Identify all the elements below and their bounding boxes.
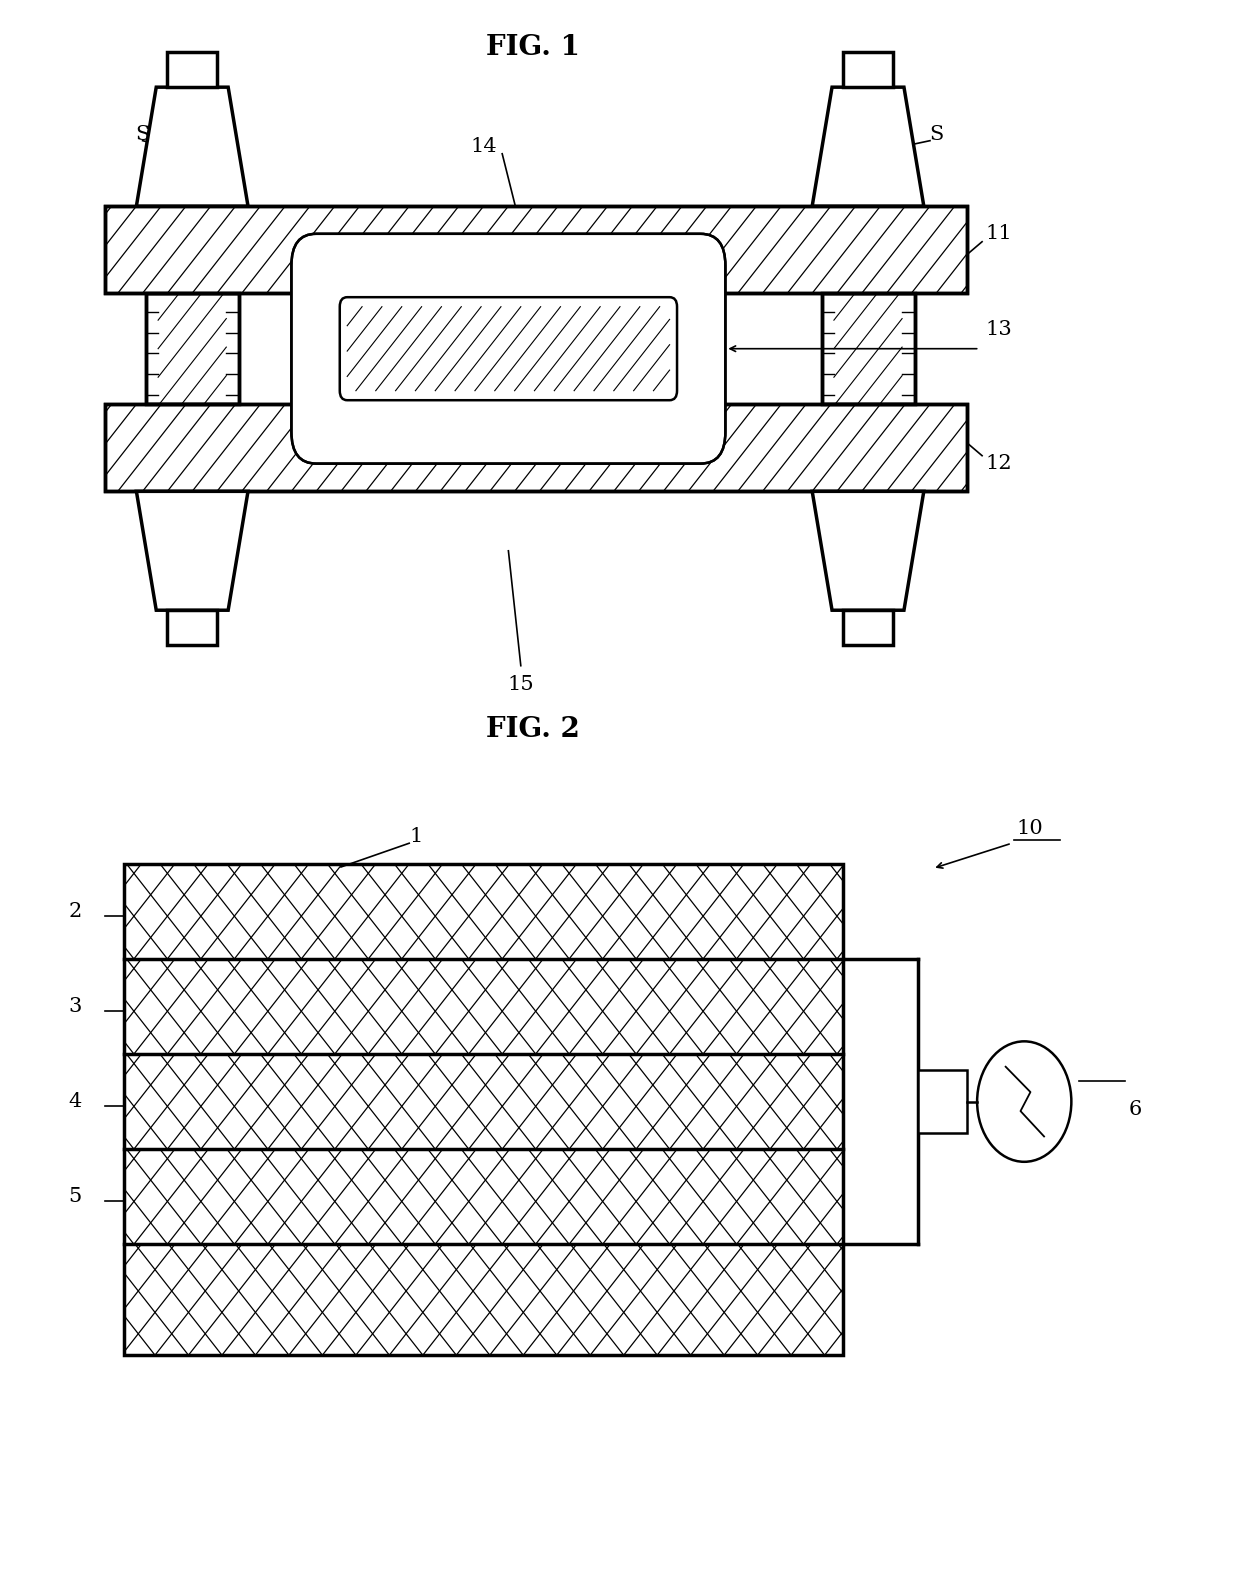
Polygon shape [136, 491, 248, 610]
Bar [124, 1244, 843, 1355]
Polygon shape [136, 87, 248, 206]
Bar [124, 864, 843, 1355]
Text: 6: 6 [1128, 1100, 1142, 1119]
Bar [124, 864, 843, 959]
Bar [105, 206, 967, 293]
Text: S: S [929, 125, 944, 144]
FancyBboxPatch shape [291, 233, 725, 463]
Text: 15: 15 [507, 675, 534, 694]
Text: 1: 1 [409, 827, 423, 846]
Text: 13: 13 [986, 320, 1013, 339]
Bar [124, 1149, 843, 1244]
Circle shape [977, 1041, 1071, 1162]
Text: 3: 3 [68, 997, 82, 1016]
Bar [918, 1070, 967, 1133]
Text: FIG. 1: FIG. 1 [486, 33, 580, 62]
Bar [146, 293, 238, 404]
Bar [167, 610, 217, 645]
Bar [843, 610, 893, 645]
Text: FIG. 2: FIG. 2 [486, 715, 580, 743]
Text: 5: 5 [68, 1187, 82, 1206]
Polygon shape [812, 491, 924, 610]
Bar [124, 959, 843, 1054]
Text: 11: 11 [986, 225, 1013, 243]
Text: 4: 4 [68, 1092, 82, 1111]
Bar [843, 52, 893, 87]
Bar [821, 293, 915, 404]
Text: S: S [135, 125, 150, 144]
Bar [105, 404, 967, 491]
Bar [146, 293, 238, 404]
Text: 2: 2 [68, 902, 82, 921]
Text: 14: 14 [470, 138, 497, 155]
Text: 12: 12 [986, 455, 1012, 472]
Bar [105, 206, 967, 293]
Bar [821, 293, 915, 404]
Bar [124, 1054, 843, 1149]
Text: 10: 10 [1017, 819, 1044, 838]
Polygon shape [812, 87, 924, 206]
Bar [167, 52, 217, 87]
Bar [105, 404, 967, 491]
